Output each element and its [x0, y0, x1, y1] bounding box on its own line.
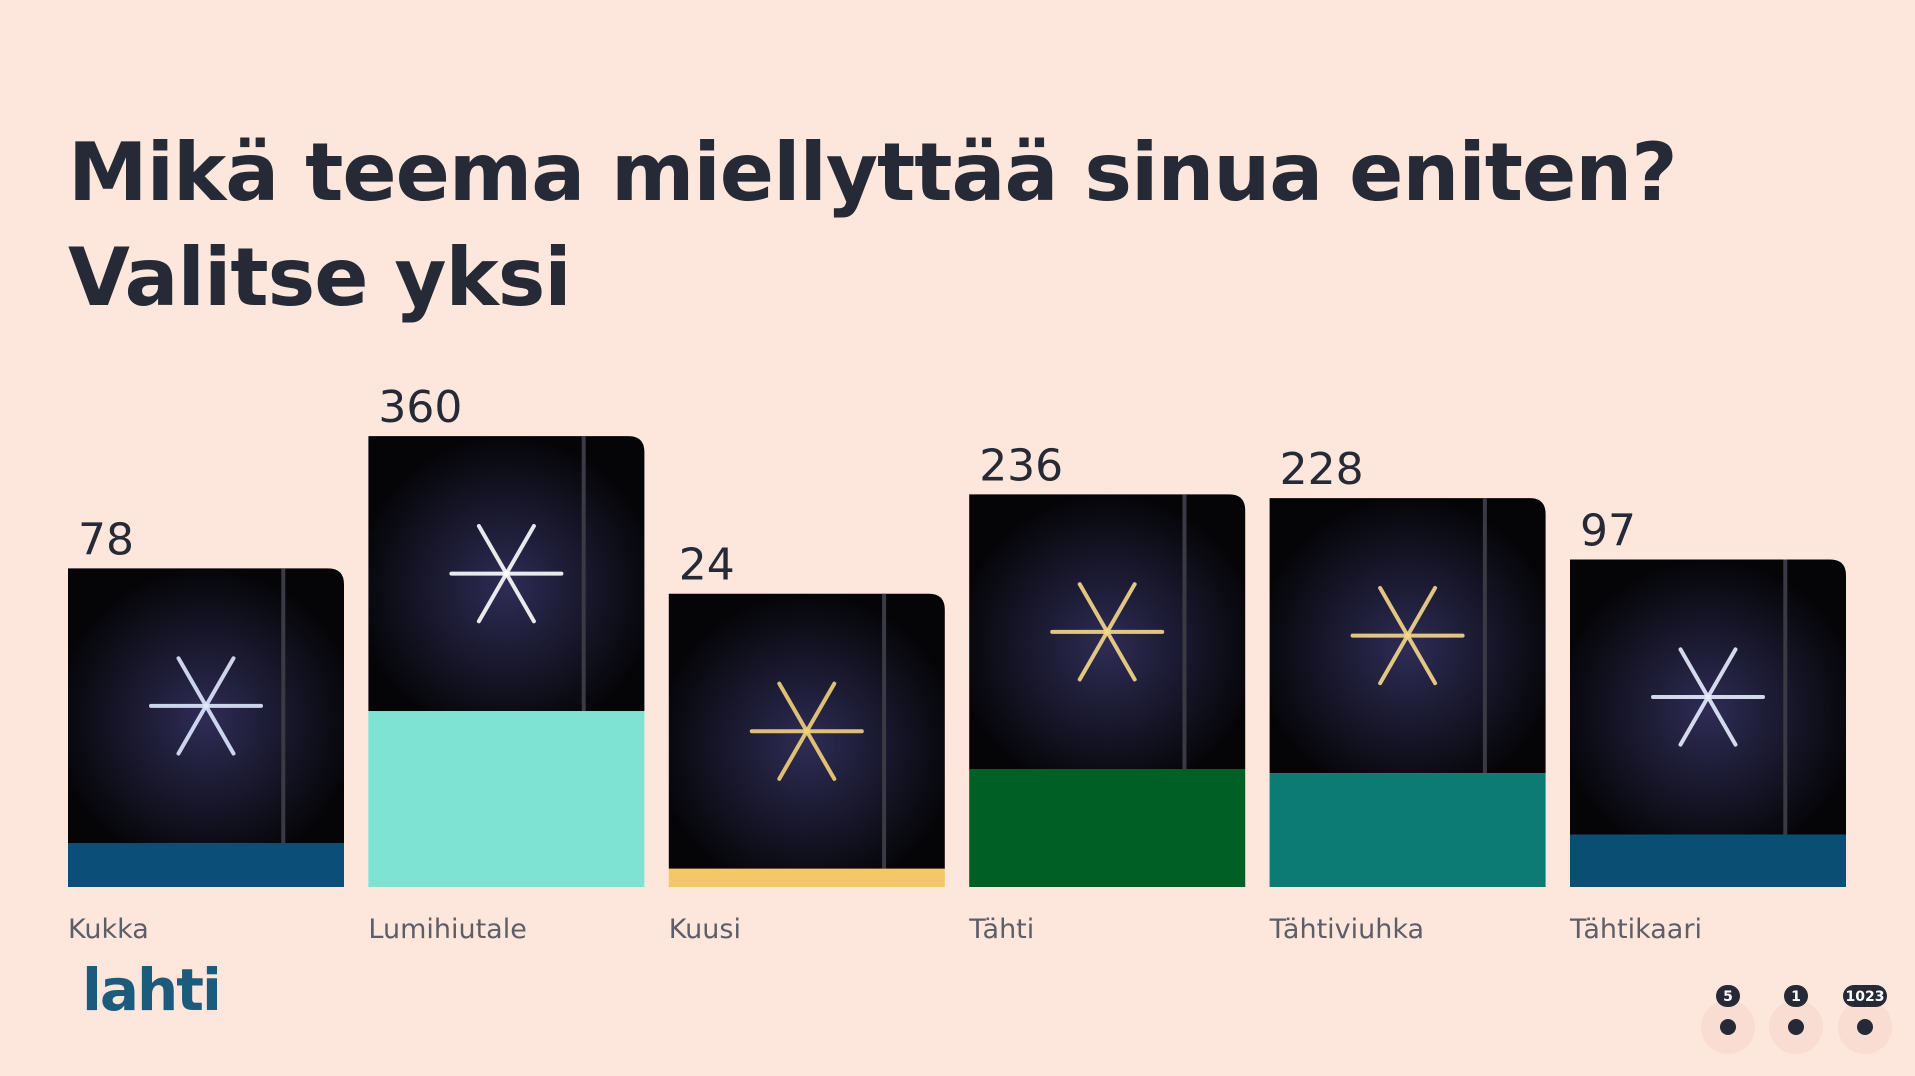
ornament: [804, 681, 837, 734]
ornament: [1678, 647, 1710, 700]
value-label: 78: [78, 514, 134, 565]
chart-title: Mikä teema miellyttää sinua eniten?: [68, 126, 1677, 219]
ornament: [1706, 695, 1738, 747]
ornament: [1077, 629, 1110, 682]
ornament: [176, 656, 208, 708]
bar: [68, 843, 344, 887]
x-tick-label: Kukka: [68, 914, 149, 945]
x-tick-label: Tähti: [968, 914, 1034, 945]
reaction-count: 1: [1791, 989, 1801, 1005]
reaction-count: 5: [1723, 989, 1733, 1005]
ornament: [476, 524, 509, 576]
x-tick-label: Lumihiutale: [368, 914, 526, 945]
ornament: [1378, 585, 1410, 638]
bar: [1269, 773, 1546, 887]
x-tick-label: Kuusi: [669, 914, 741, 945]
chart-subtitle: Valitse yksi: [68, 231, 571, 324]
value-label: 228: [1280, 444, 1364, 495]
value-label: 360: [378, 382, 462, 433]
ornament: [1678, 695, 1710, 747]
reaction-icon: [1857, 1019, 1873, 1035]
ornament: [1378, 633, 1410, 686]
ornament: [804, 729, 837, 781]
reaction-badge: [1716, 985, 1740, 1007]
ornament: [1405, 633, 1438, 686]
ornament: [1105, 582, 1137, 634]
bar: [1570, 834, 1846, 887]
value-label: 236: [979, 440, 1063, 491]
ornament: [1706, 647, 1738, 700]
x-tick-label: Tähtikaari: [1569, 914, 1702, 945]
reaction-icon: [1788, 1019, 1804, 1035]
ornament: [1077, 582, 1110, 634]
bar: [668, 868, 945, 887]
reaction-badge: [1843, 985, 1887, 1007]
ornament: [204, 703, 236, 756]
ornament: [1105, 629, 1137, 682]
bar: [969, 769, 1246, 887]
reaction-badge: [1784, 985, 1808, 1007]
ornament: [504, 571, 536, 624]
reaction-icon: [1720, 1019, 1736, 1035]
value-label: 24: [679, 540, 735, 591]
logo: lahti: [82, 956, 220, 1024]
x-tick-label: Tähtiviuhka: [1269, 914, 1425, 945]
ornament: [777, 681, 809, 734]
ornament: [777, 729, 809, 781]
ornament: [476, 571, 509, 624]
bar: [368, 711, 645, 887]
reaction-count: 1023: [1846, 989, 1885, 1005]
ornament: [504, 524, 536, 576]
value-label: 97: [1580, 506, 1636, 557]
ornament: [1405, 585, 1438, 638]
ornament: [176, 703, 208, 756]
ornament: [204, 656, 236, 708]
